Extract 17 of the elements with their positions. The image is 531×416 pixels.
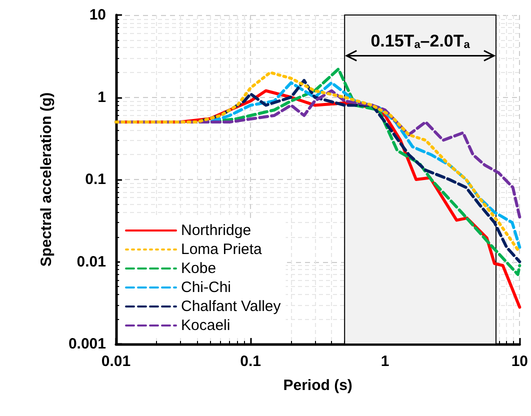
y-axis-title: Spectral acceleration (g)	[38, 92, 55, 267]
x-tick-label: 0.01	[101, 353, 131, 370]
legend-label: Chi-Chi	[181, 279, 232, 296]
y-tick-label: 0.1	[85, 171, 106, 188]
y-tick-label: 0.01	[76, 253, 106, 270]
legend-label: Loma Prieta	[181, 241, 263, 258]
legend-label: Chalfant Valley	[181, 298, 282, 315]
legend-label: Northridge	[181, 222, 252, 239]
x-tick-label: 1	[380, 353, 390, 370]
x-axis-title: Period (s)	[283, 377, 352, 394]
y-tick-label: 1	[98, 88, 106, 106]
y-tick-label: 10	[89, 6, 106, 24]
x-tick-label: 0.1	[240, 353, 261, 370]
legend-label: Kobe	[181, 260, 216, 277]
y-tick-label: 0.001	[68, 336, 106, 352]
x-tick-label: 10	[511, 353, 528, 370]
legend-label: Kocaeli	[181, 317, 230, 334]
